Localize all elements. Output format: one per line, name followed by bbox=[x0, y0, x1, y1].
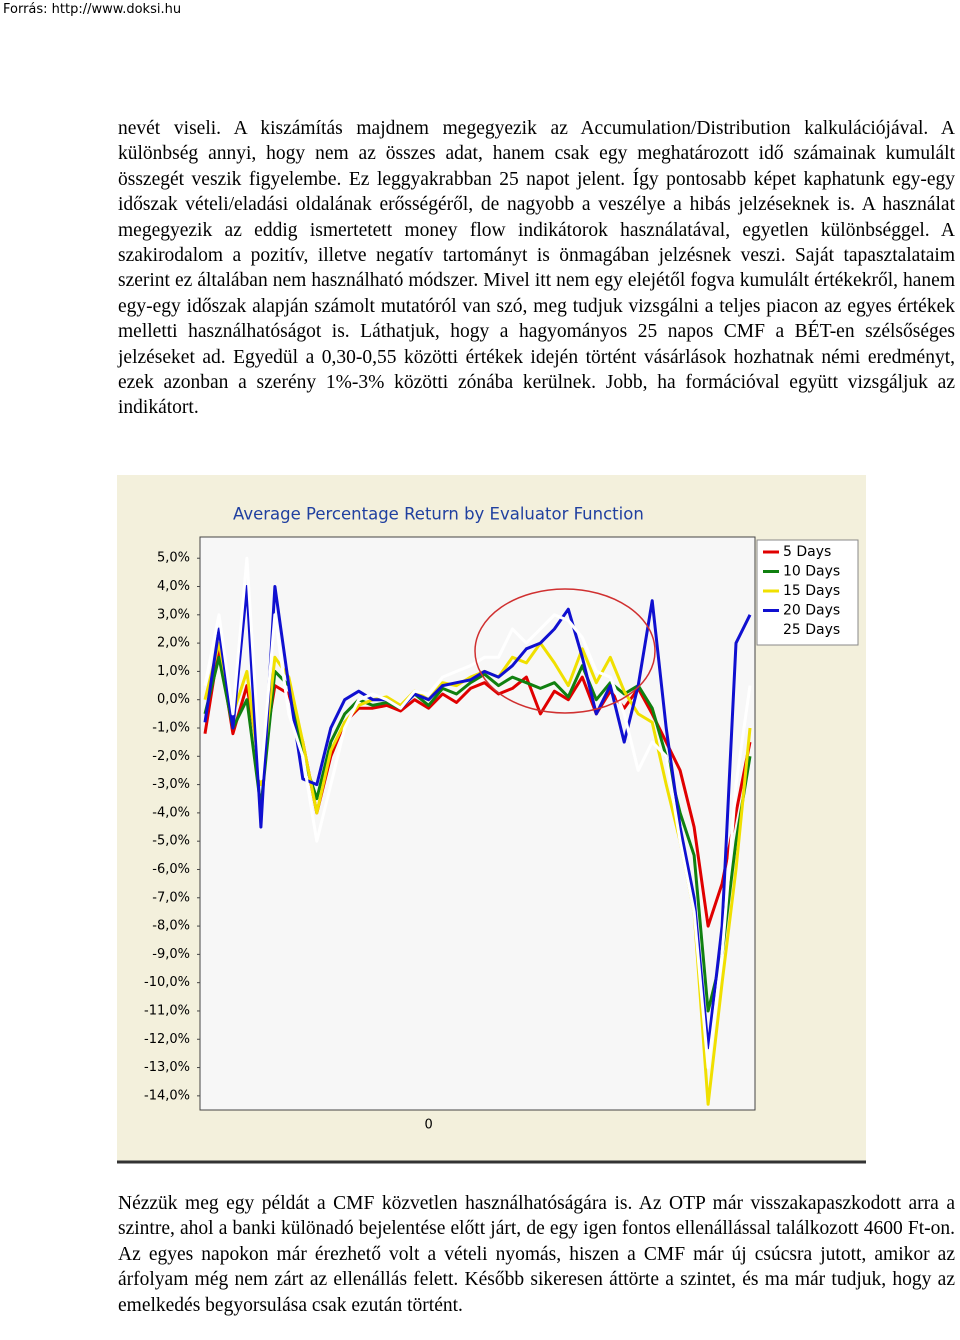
legend-label: 20 Days bbox=[783, 603, 840, 619]
plot-area bbox=[199, 536, 756, 1111]
legend-label: 5 Days bbox=[783, 544, 831, 560]
y-tick-label: 2,0% bbox=[157, 636, 190, 651]
chart: Average Percentage Return by Evaluator F… bbox=[117, 475, 866, 1164]
y-tick-label: -3,0% bbox=[152, 777, 190, 792]
y-tick-label: -12,0% bbox=[144, 1032, 190, 1047]
y-tick-label: -8,0% bbox=[152, 919, 190, 934]
series-line bbox=[203, 655, 752, 1013]
y-tick-label: -4,0% bbox=[152, 805, 190, 820]
y-tick-label: -10,0% bbox=[144, 975, 190, 990]
legend-label: 25 Days bbox=[783, 622, 840, 638]
series-line bbox=[203, 556, 752, 1070]
y-tick-label: -7,0% bbox=[152, 890, 190, 905]
y-tick-label: -6,0% bbox=[152, 862, 190, 877]
y-tick-label: -5,0% bbox=[152, 834, 190, 849]
paragraph: nevét viseli. A kiszámítás majdnem megeg… bbox=[118, 118, 955, 419]
x-tick-label: 0 bbox=[424, 1118, 432, 1133]
y-tick-label: -11,0% bbox=[144, 1003, 190, 1018]
y-tick-label: -1,0% bbox=[152, 721, 190, 736]
legend-label: 15 Days bbox=[783, 583, 840, 599]
y-tick-label: 0,0% bbox=[157, 692, 190, 707]
y-tick-label: 5,0% bbox=[157, 551, 190, 566]
y-tick-label: -9,0% bbox=[152, 947, 190, 962]
y-tick-label: -2,0% bbox=[152, 749, 190, 764]
y-tick-label: -13,0% bbox=[144, 1060, 190, 1075]
highlight-ellipse bbox=[474, 588, 656, 714]
y-tick-label: 3,0% bbox=[157, 607, 190, 622]
y-tick-label: 1,0% bbox=[157, 664, 190, 679]
y-tick-label: 4,0% bbox=[157, 579, 190, 594]
source-header: Forrás: http://www.doksi.hu bbox=[3, 2, 182, 17]
chart-title: Average Percentage Return by Evaluator F… bbox=[233, 505, 644, 524]
legend-label: 10 Days bbox=[783, 564, 840, 580]
paragraph: Nézzük meg egy példát a CMF közvetlen ha… bbox=[118, 1193, 955, 1316]
y-tick-label: -14,0% bbox=[144, 1088, 190, 1103]
